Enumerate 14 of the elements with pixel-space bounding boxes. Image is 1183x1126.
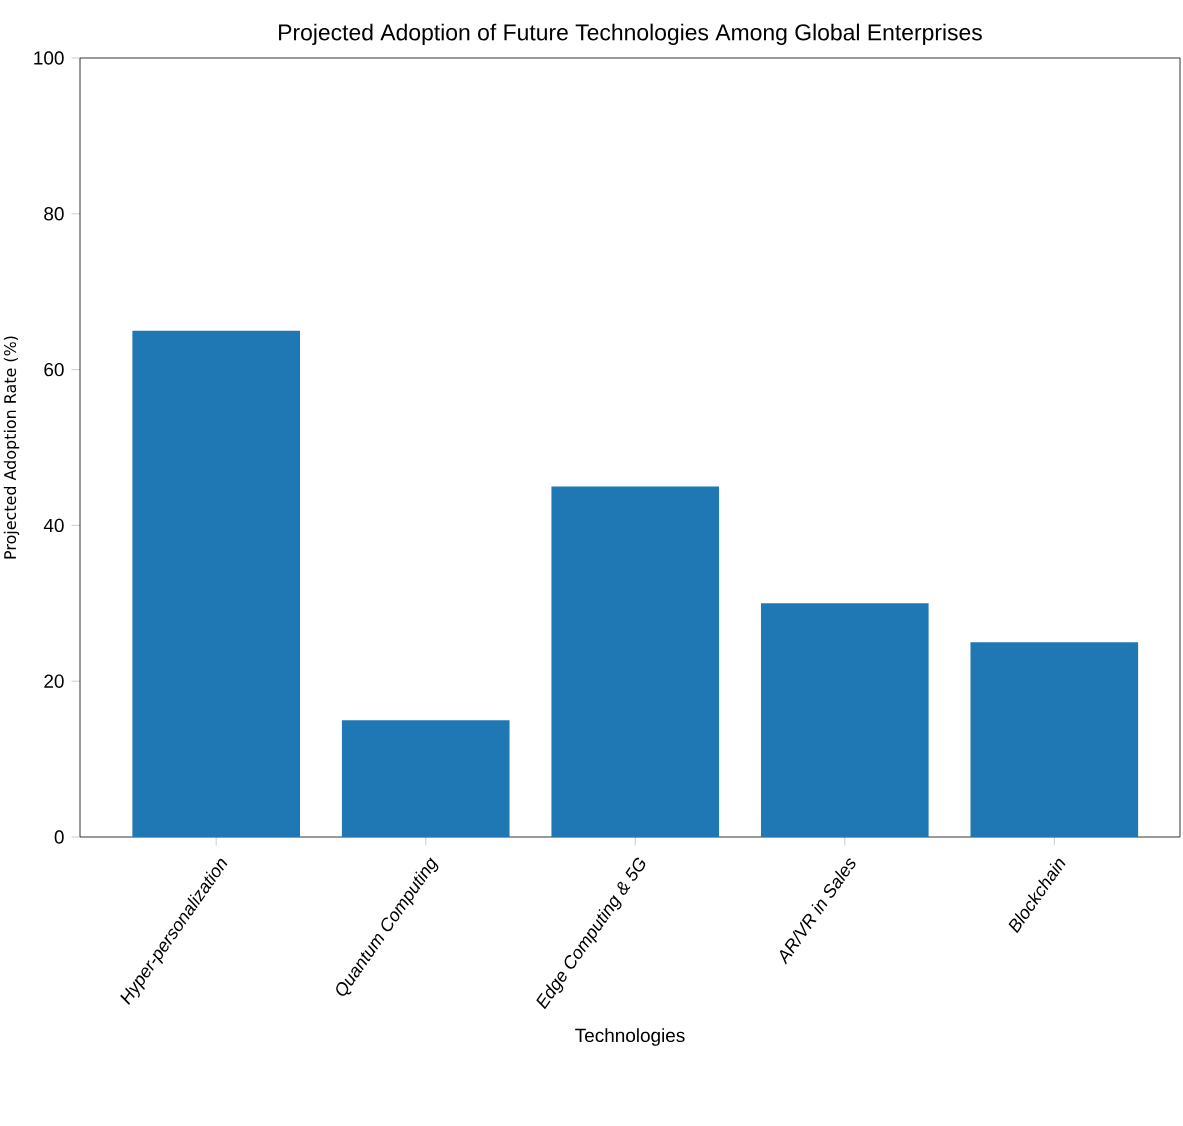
y-tick-label: 0 bbox=[54, 830, 64, 844]
bar bbox=[760, 603, 929, 837]
y-tick-label: 40 bbox=[43, 518, 64, 533]
y-tick-label: 100 bbox=[34, 51, 64, 65]
x-axis-title: Technologies bbox=[575, 1028, 685, 1046]
chart-title: Projected Adoption of Future Technologies Among Global Enterprises bbox=[279, 23, 982, 45]
bar bbox=[341, 720, 510, 837]
y-tick-label: 80 bbox=[44, 207, 64, 221]
bar bbox=[970, 642, 1139, 837]
bar bbox=[551, 486, 720, 837]
bar bbox=[132, 330, 301, 837]
y-axis-title: Projected Adoption Rate (%) bbox=[3, 336, 20, 559]
y-tick-label: 20 bbox=[44, 674, 64, 688]
y-tick-label: 60 bbox=[44, 362, 64, 377]
